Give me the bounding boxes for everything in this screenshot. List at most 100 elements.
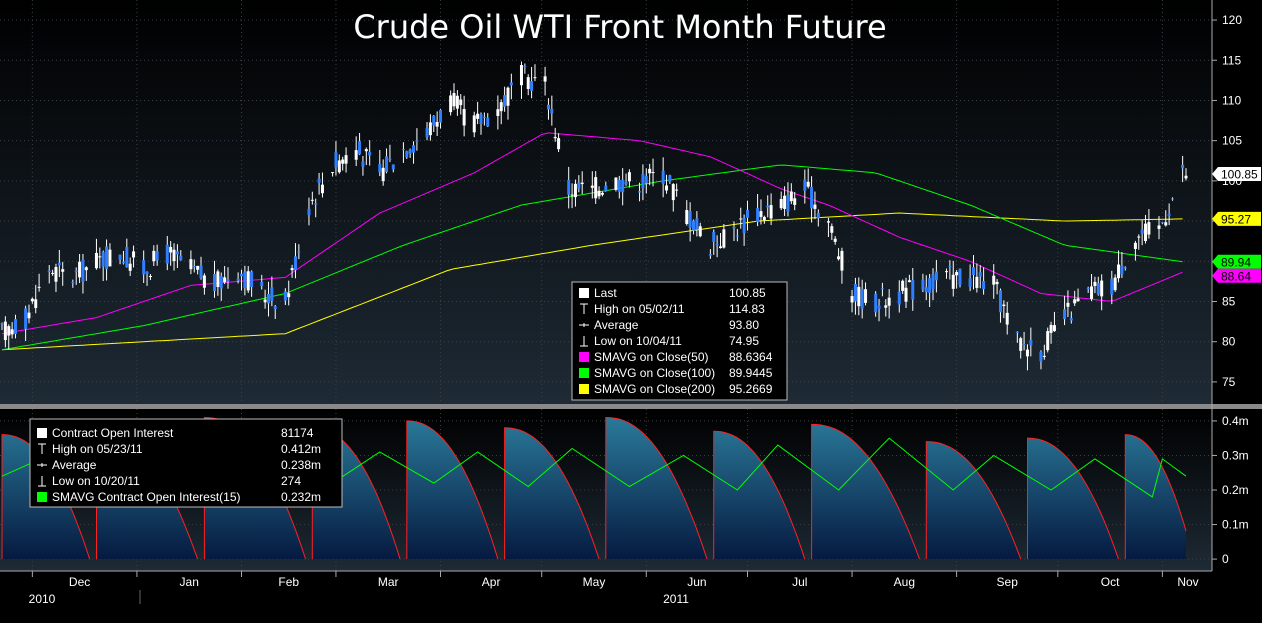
legend-value: 0.232m <box>281 490 321 504</box>
legend-swatch <box>579 368 589 378</box>
candle-body <box>81 259 85 282</box>
panel-divider <box>0 404 1262 409</box>
low-marker-icon <box>580 336 588 347</box>
oi-tick-label: 0.4m <box>1222 414 1249 428</box>
candle-body <box>853 284 857 302</box>
legend-label: High on 05/23/11 <box>52 442 143 456</box>
candle-body <box>651 172 655 174</box>
candle-body <box>175 251 179 255</box>
candle-body <box>928 278 932 294</box>
candle-body <box>202 275 206 288</box>
month-label: Nov <box>1177 575 1198 589</box>
candle-body <box>877 305 881 309</box>
candle-body <box>337 160 341 173</box>
legend-label: SMAVG on Close(200) <box>594 382 715 396</box>
candle-body <box>13 319 17 335</box>
candle-body <box>580 182 584 185</box>
price-tick-label: 120 <box>1222 13 1242 27</box>
candle-body <box>364 149 368 152</box>
oi-tick-label: 0.2m <box>1222 483 1249 497</box>
price-tick-label: 105 <box>1222 134 1242 148</box>
candle-body <box>675 189 679 191</box>
candle-body <box>145 271 149 274</box>
candle-body <box>1123 267 1127 269</box>
candle-body <box>715 244 719 246</box>
candle-body <box>1046 331 1050 351</box>
candle-body <box>165 244 169 264</box>
candle-body <box>506 87 510 106</box>
candle-body <box>125 246 129 268</box>
candle-body <box>0 323 4 325</box>
candle-body <box>1164 222 1168 226</box>
candle-body <box>968 278 972 287</box>
candle-body <box>57 262 61 266</box>
candle-body <box>1005 312 1009 325</box>
candle-body <box>911 279 915 300</box>
legend-label: Low on 10/04/11 <box>594 334 682 348</box>
price-axis: 7580859095100105110115120 <box>1212 13 1242 389</box>
last-value-text: 100.85 <box>1221 168 1258 182</box>
candle-body <box>951 274 955 289</box>
candle-body <box>297 251 301 253</box>
candle-body <box>526 77 530 90</box>
legend-value: 95.2669 <box>729 382 773 396</box>
candle-body <box>84 267 88 271</box>
candle-body <box>745 209 749 218</box>
candle-body <box>904 287 908 302</box>
month-label: Aug <box>894 575 915 589</box>
candle-body <box>142 260 146 275</box>
average-marker-icon <box>579 323 589 327</box>
legend-value: 81174 <box>281 426 314 440</box>
candle-body <box>432 115 436 126</box>
candle-body <box>553 136 557 139</box>
legend-swatch <box>579 352 589 362</box>
candle-body <box>155 251 159 261</box>
legend-label: High on 05/02/11 <box>594 302 685 316</box>
candle-body <box>971 267 975 275</box>
candle-body <box>857 286 861 307</box>
candle-body <box>314 203 318 205</box>
candle-body <box>597 190 601 197</box>
candle-body <box>1110 278 1114 295</box>
candle-body <box>37 286 41 288</box>
candle-body <box>287 293 291 298</box>
candle-body <box>71 282 75 284</box>
candle-body <box>219 276 223 289</box>
candle-body <box>1133 242 1137 249</box>
candle-body <box>590 185 594 188</box>
candle-body <box>7 326 11 336</box>
candle-body <box>401 149 405 151</box>
candle-body <box>614 177 618 190</box>
candle-body <box>223 277 227 283</box>
candle-body <box>830 226 834 233</box>
candle-body <box>482 116 486 118</box>
candle-body <box>806 181 810 187</box>
candle-body <box>317 178 321 183</box>
candle-body <box>179 255 183 261</box>
legend-swatch <box>579 384 589 394</box>
candle-body <box>1025 349 1029 357</box>
candle-body <box>901 280 905 291</box>
candle-body <box>449 95 453 113</box>
last-value-tag <box>1212 268 1261 283</box>
candle-body <box>668 175 672 182</box>
sma200-line <box>1 212 1183 351</box>
oi-tick-label: 0.1m <box>1222 518 1249 532</box>
candle-body <box>496 109 500 117</box>
candle-body <box>358 141 362 155</box>
candle-body <box>1144 223 1148 241</box>
candle-body <box>732 226 736 229</box>
candle-body <box>921 279 925 290</box>
candle-body <box>51 272 55 274</box>
candle-body <box>385 156 389 173</box>
candle-body <box>388 158 392 160</box>
candle-body <box>641 173 645 189</box>
candle-body <box>250 271 254 287</box>
candle-body <box>1157 225 1161 229</box>
candle-body <box>1096 283 1100 295</box>
candle-body <box>152 250 156 262</box>
candle-body <box>3 321 7 341</box>
candle-body <box>840 250 844 271</box>
legend-label: Last <box>594 286 617 300</box>
